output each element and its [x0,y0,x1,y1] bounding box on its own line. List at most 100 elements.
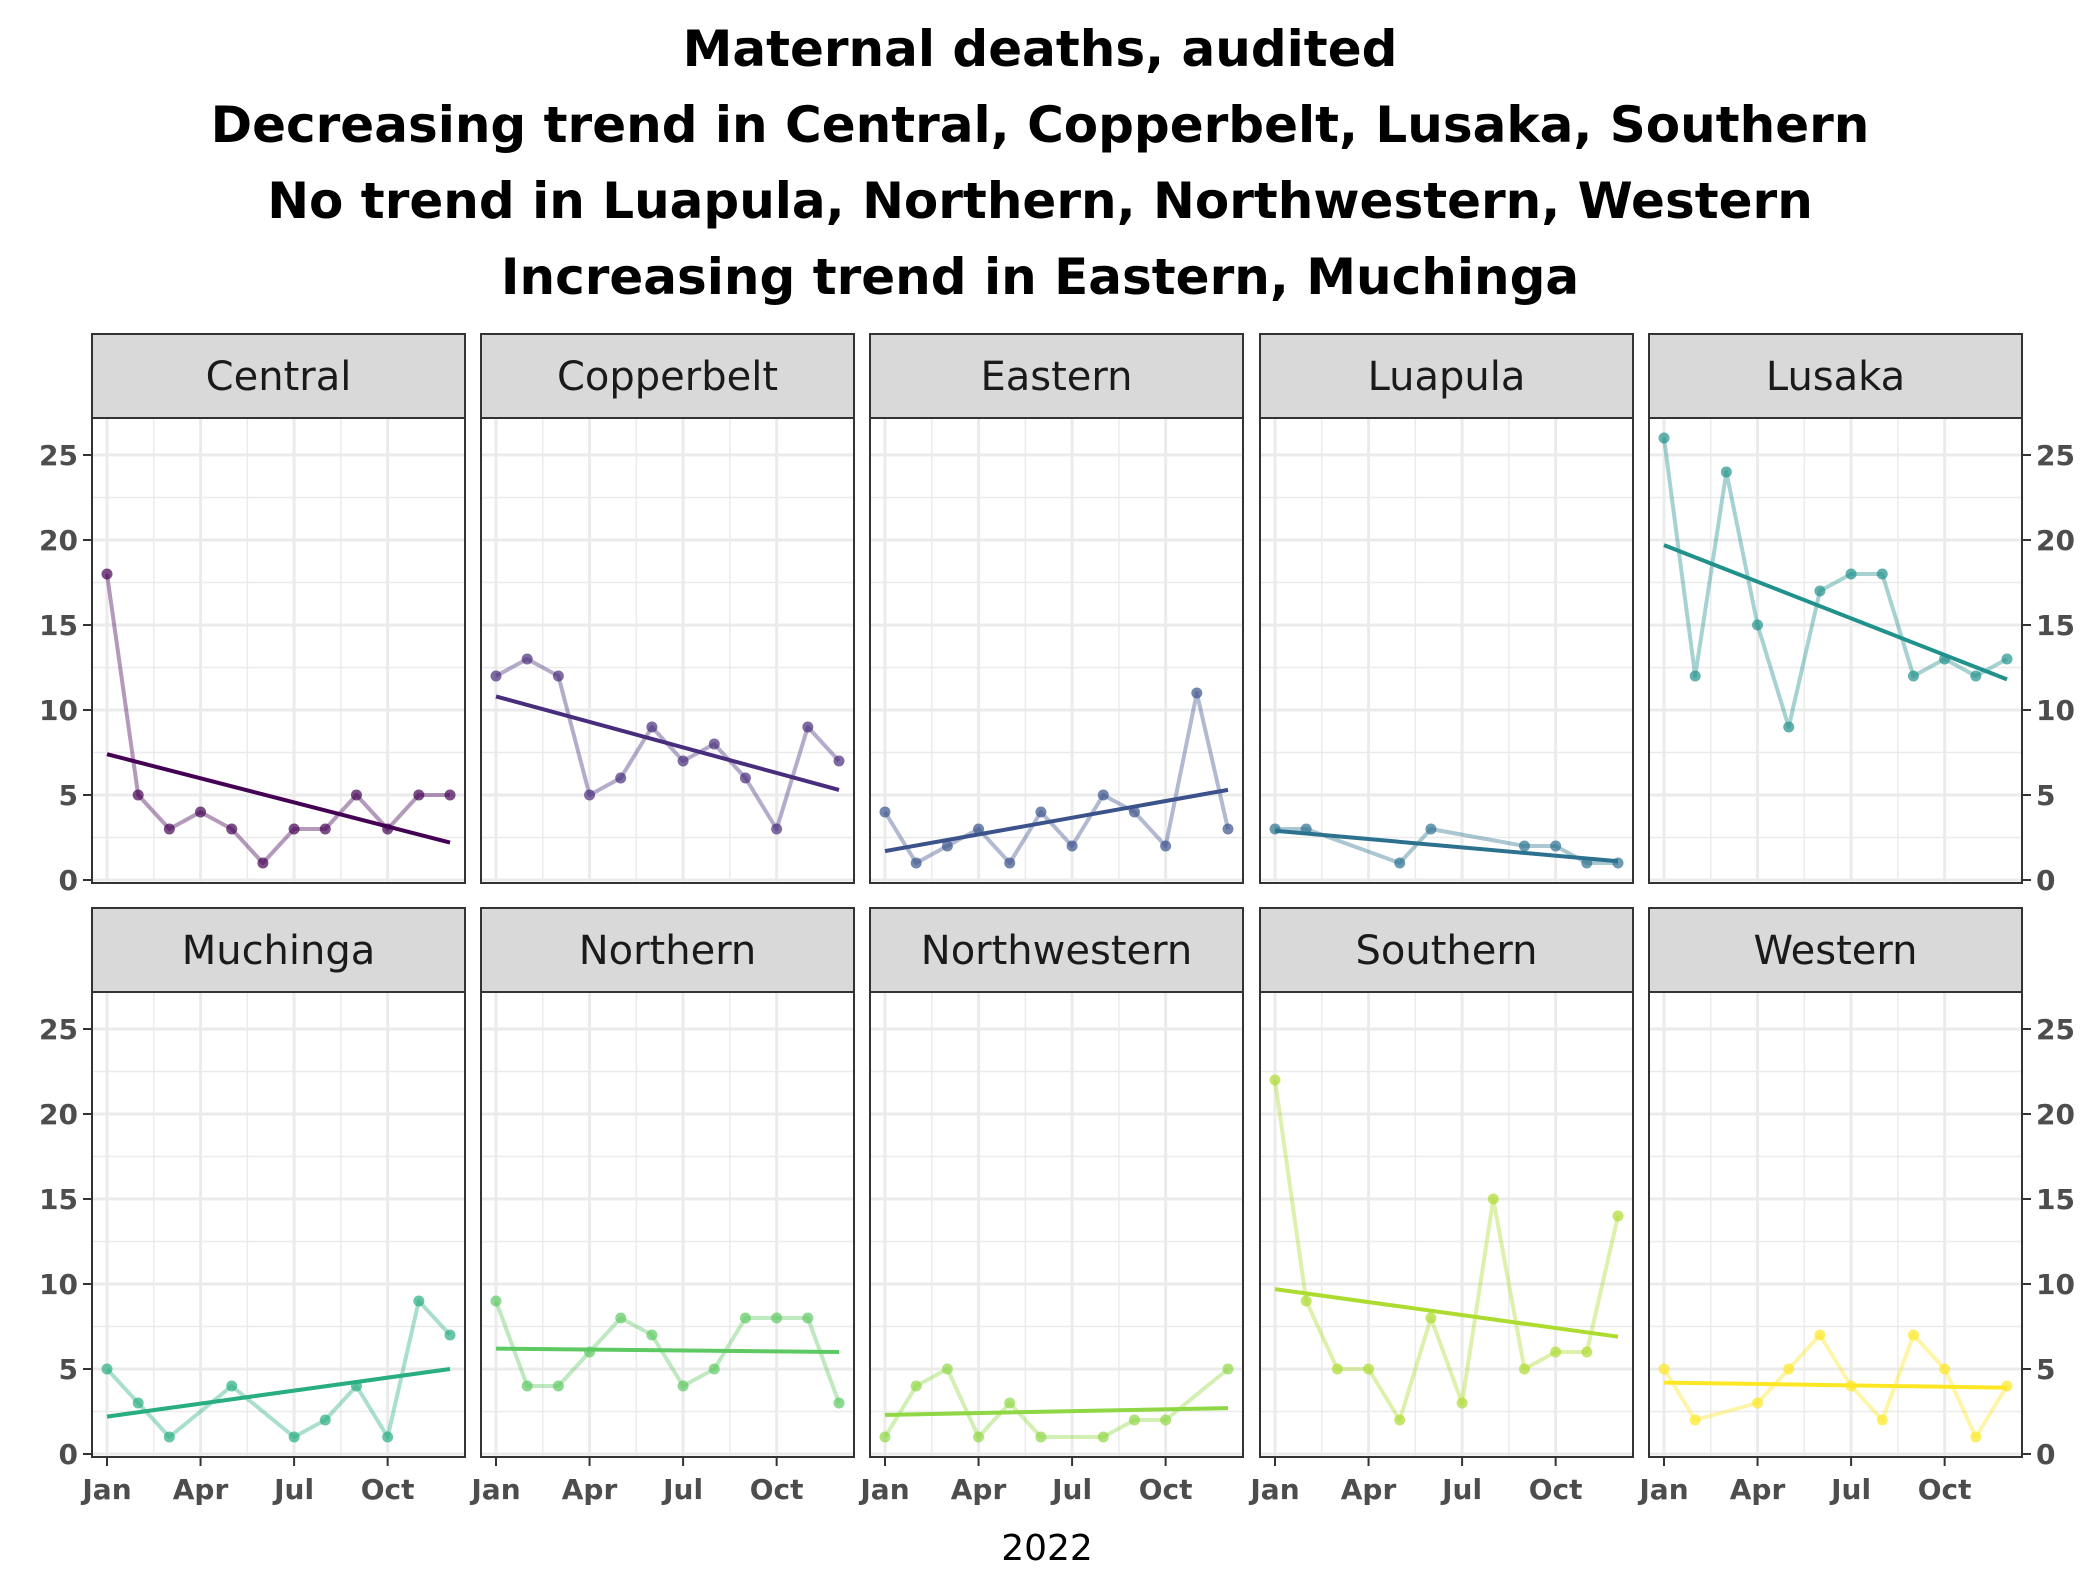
data-point-northern [677,1380,689,1392]
data-point-copperbelt [677,755,689,767]
y-tick-label: 10 [39,1268,78,1301]
x-tick-label: Jul [1829,1473,1871,1506]
data-point-southern [1518,1363,1530,1375]
x-tick-label: Jul [1440,1473,1482,1506]
x-tick-label: Jul [272,1473,314,1506]
data-point-western [2001,1380,2013,1392]
panel-border-northwestern [869,991,1244,1458]
strip-lusaka [1648,333,2023,419]
strip-northwestern [869,907,1244,993]
data-point-western [1783,1363,1795,1375]
data-point-muchinga [382,1431,394,1443]
data-point-southern [1363,1363,1375,1375]
data-point-copperbelt [833,755,845,767]
strip-label-southern: Southern [1356,928,1538,974]
data-point-lusaka [1658,432,1670,444]
data-point-eastern [1004,857,1016,869]
data-point-eastern [910,857,922,869]
data-point-lusaka [1845,568,1857,580]
title-line-3: No trend in Luapula, Northern, Northwest… [267,172,1813,230]
strip-label-lusaka: Lusaka [1766,354,1905,400]
strip-label-northern: Northern [579,928,757,974]
panel-background-lusaka [1649,418,2022,883]
trend-line-northern [495,1346,840,1354]
x-tick-label: Oct [750,1473,804,1506]
x-tick-label: Apr [562,1473,618,1506]
data-point-eastern [1191,687,1203,699]
panel-background-muchinga [92,992,465,1457]
y-tick-label: 15 [2036,1183,2075,1216]
x-tick-label: Jan [1248,1473,1299,1506]
facet-panels: Central 0 5 10 15 20 25 Copperbelt Eastern Luapul… [39,333,2075,1506]
strip-label-western: Western [1753,928,1917,974]
data-point-western [1689,1414,1701,1426]
y-tick-label: 15 [39,1183,78,1216]
data-point-southern [1487,1193,1499,1205]
data-point-western [1907,1329,1919,1341]
data-point-northern [739,1312,751,1324]
y-tick-label: 5 [59,1353,78,1386]
data-point-northwestern [941,1363,953,1375]
data-point-northwestern [1128,1414,1140,1426]
strip-muchinga [91,907,466,993]
panel-background-central [92,418,465,883]
panel-border-copperbelt [480,417,855,884]
data-point-northern [708,1363,720,1375]
y-tick-label: 0 [59,864,78,897]
data-point-copperbelt [708,738,720,750]
data-point-northwestern [1035,1431,1047,1443]
title-line-2: Decreasing trend in Central, Copperbelt,… [211,96,1870,154]
data-point-luapula [1300,823,1312,835]
strip-label-central: Central [206,354,352,400]
data-point-muchinga [319,1414,331,1426]
data-point-southern [1456,1397,1468,1409]
data-point-eastern [879,806,891,818]
strip-label-luapula: Luapula [1368,354,1526,400]
data-point-lusaka [2001,653,2013,665]
data-point-northern [521,1380,533,1392]
data-point-northern [615,1312,627,1324]
trend-line-luapula [1274,828,1619,864]
panel-northern: Northern Jan Apr Jul Oct [469,907,855,1506]
data-point-eastern [973,823,985,835]
data-point-muchinga [163,1431,175,1443]
panel-luapula: Luapula [1259,333,1634,884]
y-tick-label: 10 [2036,694,2075,727]
panel-border-western [1648,991,2023,1458]
data-point-luapula [1394,857,1406,869]
x-tick-label: Jan [469,1473,520,1506]
panel-border-eastern [869,417,1244,884]
data-point-central [288,823,300,835]
data-point-northwestern [973,1431,985,1443]
data-point-central [444,789,456,801]
data-point-western [1939,1363,1951,1375]
data-point-muchinga [101,1363,113,1375]
trend-line-western [1663,1380,2008,1390]
data-point-northwestern [1160,1414,1172,1426]
data-point-eastern [1128,806,1140,818]
data-point-western [1658,1363,1670,1375]
data-point-lusaka [1970,670,1982,682]
panel-eastern: Eastern [869,333,1244,884]
strip-luapula [1259,333,1634,419]
x-tick-label: Jul [661,1473,703,1506]
panel-background-eastern [870,418,1243,883]
y-tick-label: 15 [2036,609,2075,642]
data-point-central [350,789,362,801]
y-tick-label: 20 [2036,524,2075,557]
series-line-muchinga [105,1299,452,1439]
y-tick-label: 25 [39,1013,78,1046]
data-point-muchinga [350,1380,362,1392]
panel-western: Western 0 5 10 15 20 25 Jan Apr Jul Oct [1637,907,2075,1506]
data-point-central [319,823,331,835]
panel-southern: Southern Jan Apr Jul Oct [1248,907,1634,1506]
data-point-northwestern [1004,1397,1016,1409]
data-point-central [257,857,269,869]
trend-line-eastern [884,787,1229,854]
data-point-northern [802,1312,814,1324]
panel-background-luapula [1260,418,1633,883]
strip-label-eastern: Eastern [980,354,1132,400]
strip-central [91,333,466,419]
panel-background-northwestern [870,992,1243,1457]
